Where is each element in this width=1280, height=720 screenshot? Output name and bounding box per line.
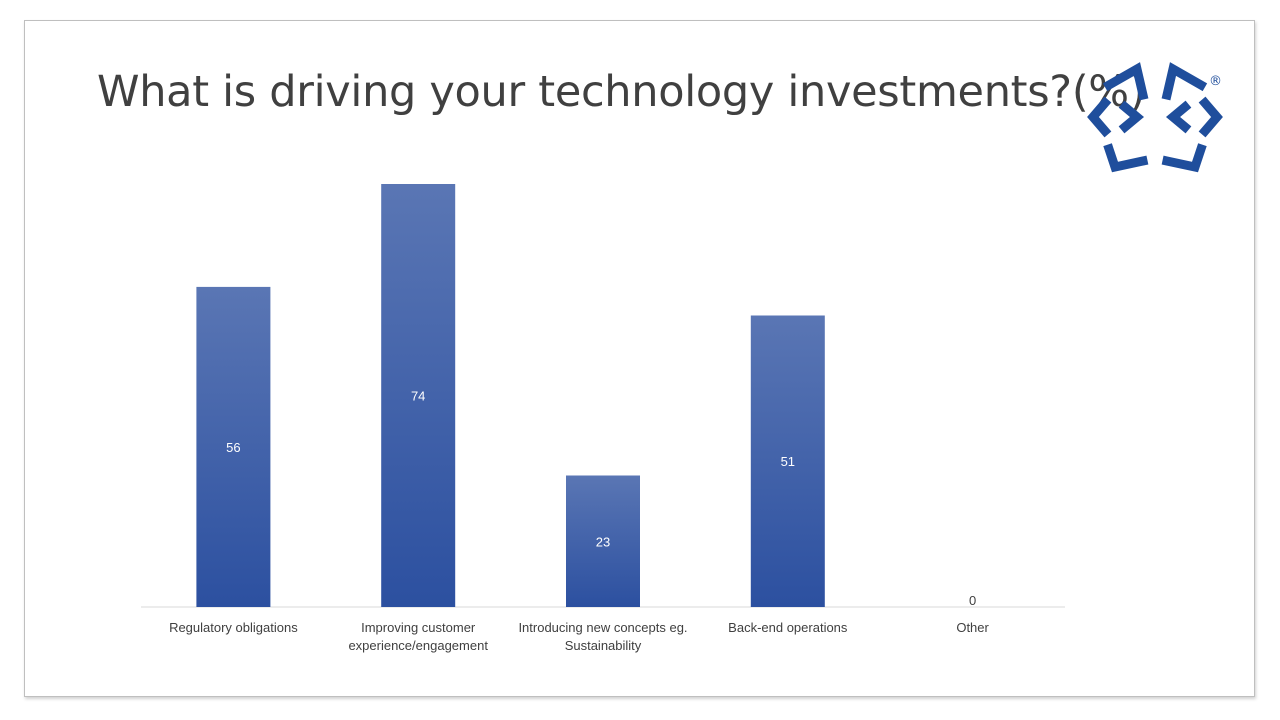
category-label-3: Back-end operations: [688, 619, 888, 637]
category-label-line: experience/engagement: [348, 638, 488, 653]
bar-1: [381, 184, 456, 607]
bar-2: [566, 475, 640, 607]
slide: What is driving your technology investme…: [24, 20, 1255, 697]
bar-0: [196, 286, 271, 607]
category-label-4: Other: [873, 619, 1073, 637]
data-label-3: 51: [781, 454, 795, 469]
bar-chart: 56 74 23 51 0: [141, 184, 1065, 608]
bar-3: [750, 315, 825, 607]
category-label-2: Introducing new concepts eg. Sustainabili…: [503, 619, 703, 655]
data-label-4: 0: [969, 593, 976, 608]
category-label-1: Improving customer experience/engagement: [318, 619, 518, 655]
brand-logo-icon: ®: [1087, 62, 1223, 173]
category-label-line: Improving customer: [361, 620, 476, 635]
category-label-line: Back-end operations: [728, 620, 848, 635]
data-label-1: 74: [411, 389, 425, 404]
category-label-line: Sustainability: [564, 638, 642, 653]
category-label-0: Regulatory obligations: [133, 619, 333, 637]
data-label-0: 56: [226, 440, 240, 455]
registered-mark: ®: [1209, 74, 1222, 89]
category-label-line: Regulatory obligations: [169, 620, 298, 635]
data-label-2: 23: [596, 534, 610, 549]
category-label-line: Introducing new concepts eg.: [518, 620, 688, 635]
category-label-line: Other: [956, 620, 989, 635]
page-title: What is driving your technology investme…: [97, 67, 1146, 117]
